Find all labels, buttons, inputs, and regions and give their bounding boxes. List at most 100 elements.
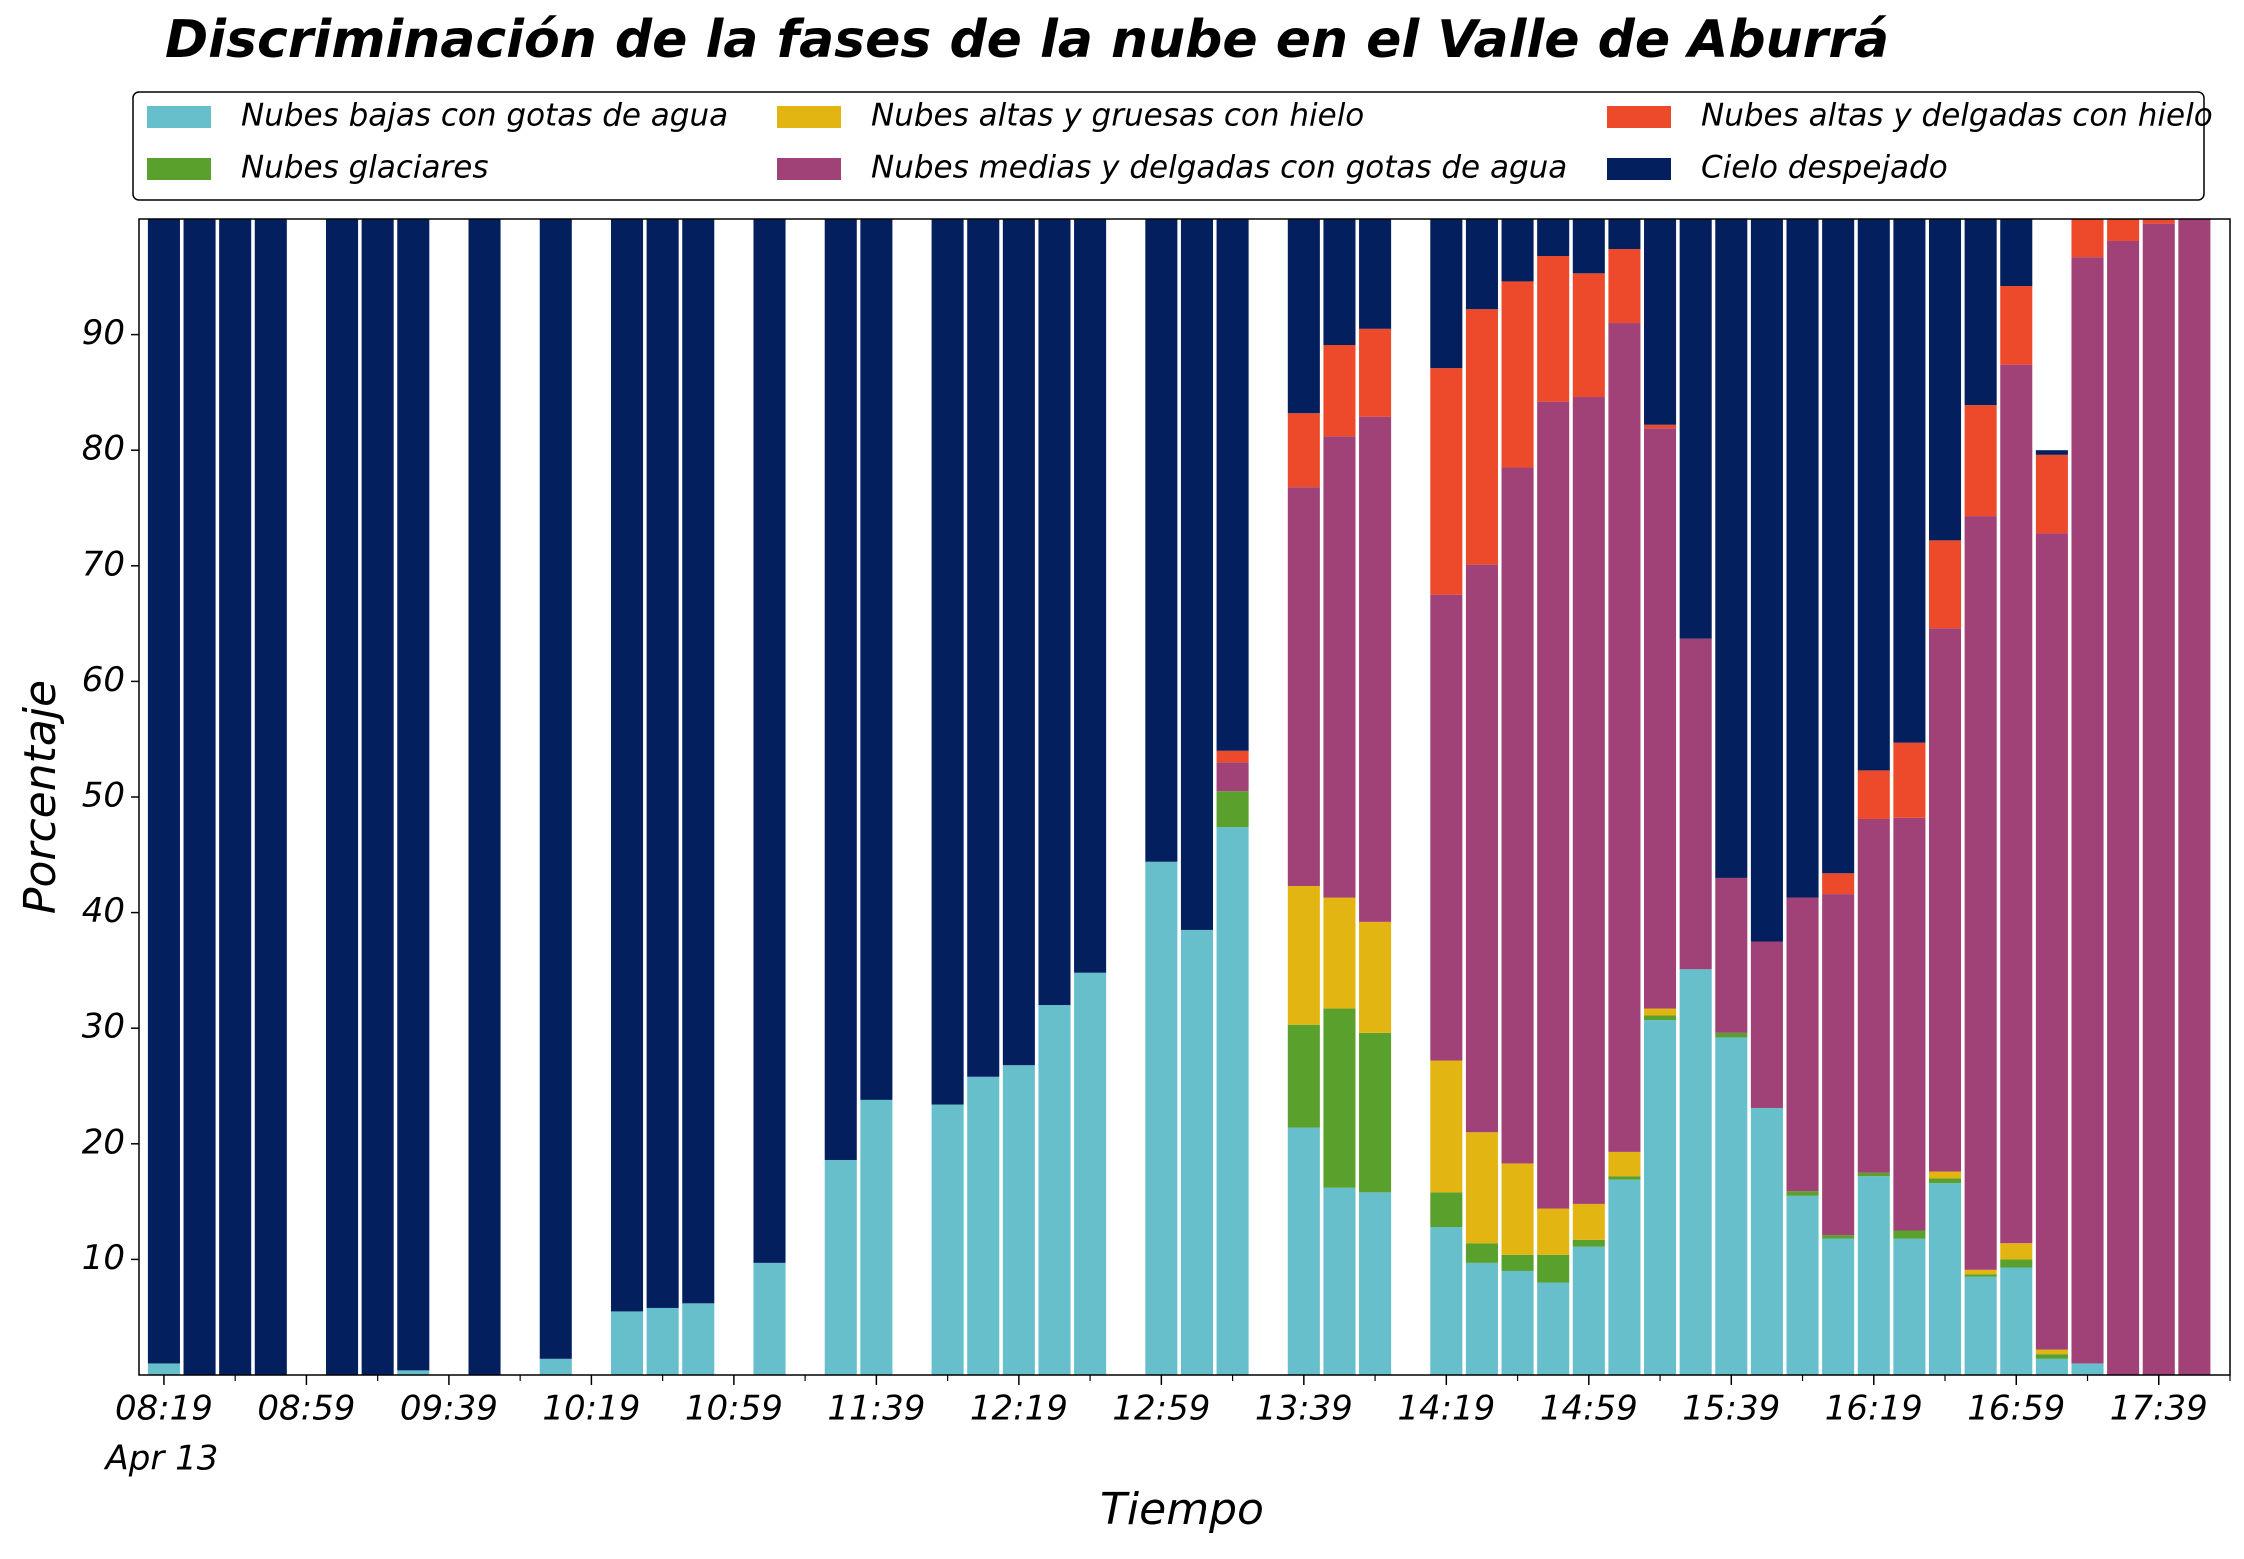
bar-segment — [1893, 1230, 1926, 1239]
bar-segment — [1786, 1191, 1819, 1196]
bar-segment — [2178, 219, 2211, 1375]
bar-segment — [1323, 1008, 1356, 1188]
bar-segment — [1501, 219, 1534, 282]
bar-segment — [1964, 516, 1997, 1270]
bar-segment — [539, 1358, 572, 1375]
legend-swatch — [1607, 158, 1671, 180]
legend-label: Nubes bajas con gotas de agua — [241, 98, 728, 134]
bar-segment — [1145, 219, 1178, 862]
bar-segment — [397, 219, 430, 1371]
bar-segment — [824, 219, 857, 1160]
legend-label: Nubes glaciares — [241, 150, 489, 186]
bar-segment — [1287, 487, 1320, 887]
y-tick-label: 10 — [82, 1238, 125, 1278]
bar-segment — [1928, 219, 1962, 541]
bar-segment — [753, 1262, 786, 1375]
bar-segment — [1928, 1183, 1962, 1375]
x-tick-label: 16:59 — [1967, 1389, 2065, 1429]
bar-segment — [1465, 309, 1498, 565]
bar-segment — [967, 1076, 1000, 1375]
bar-segment — [2142, 219, 2175, 224]
bar-segment — [1430, 1192, 1463, 1228]
bar-segment — [1893, 742, 1926, 818]
bar-segment — [2035, 454, 2068, 534]
bar-segment — [1501, 281, 1534, 468]
x-tick-label: 10:59 — [685, 1389, 783, 1429]
bar-segment — [2035, 450, 2068, 455]
bar-segment — [1715, 877, 1748, 1033]
bar-segment — [539, 219, 572, 1359]
legend-swatch — [147, 106, 211, 128]
bar-segment — [1216, 750, 1249, 763]
legend-label: Nubes altas y gruesas con hielo — [871, 98, 1364, 134]
bar-segment — [1501, 1270, 1534, 1375]
bar-segment — [2000, 219, 2033, 287]
bar-segment — [1572, 1246, 1605, 1375]
y-tick-label: 70 — [82, 544, 125, 584]
bar-segment — [1608, 1179, 1641, 1375]
bar-segment — [219, 219, 252, 1375]
legend-box — [132, 91, 2205, 201]
x-tick-label: 08:59 — [257, 1389, 355, 1429]
bar-segment — [2000, 286, 2033, 365]
bar-segment — [1644, 219, 1677, 425]
bar-segment — [1786, 1195, 1819, 1375]
bar-segment — [361, 219, 394, 1375]
legend-label: Nubes altas y delgadas con hielo — [1701, 98, 2213, 134]
bar-segment — [1537, 219, 1570, 256]
bar-segment — [682, 219, 715, 1304]
bar-segment — [2000, 364, 2033, 1244]
bar-segment — [1572, 1239, 1605, 1247]
bar-segment — [1644, 1008, 1677, 1016]
bar-segment — [1359, 416, 1392, 922]
chart-title: Discriminación de la fases de la nube en… — [165, 10, 1889, 70]
bar-segment — [1537, 1282, 1570, 1375]
bar-segment — [1359, 921, 1392, 1033]
bar-segment — [1608, 323, 1641, 1152]
bar-segment — [1180, 219, 1213, 930]
bar-segment — [1501, 1163, 1534, 1255]
bar-segment — [1287, 413, 1320, 488]
bar-segment — [1964, 1274, 1997, 1277]
bar-segment — [1359, 219, 1392, 329]
bar-segment — [1964, 1276, 1997, 1375]
bar-segment — [2000, 1267, 2033, 1375]
bar-segment — [1537, 1254, 1570, 1283]
x-tick-label: 14:59 — [1540, 1389, 1638, 1429]
bar-segment — [1465, 1262, 1498, 1375]
bar-segment — [1287, 1024, 1320, 1128]
x-tick-label: 09:39 — [400, 1389, 498, 1429]
bar-segment — [326, 219, 359, 1375]
bar-segment — [1572, 1203, 1605, 1240]
legend-swatch — [777, 106, 841, 128]
bar-segment — [1216, 219, 1249, 751]
bar-segment — [2107, 240, 2140, 1376]
bar-segment — [1430, 594, 1463, 1061]
bar-segment — [1287, 886, 1320, 1025]
bar-segment — [860, 219, 893, 1100]
bar-segment — [147, 1363, 180, 1375]
y-axis-label: Porcentaje — [15, 680, 66, 914]
bar-segment — [1074, 972, 1107, 1375]
bar-segment — [1216, 762, 1249, 792]
x-tick-label: 15:39 — [1682, 1389, 1780, 1429]
bar-segment — [1323, 345, 1356, 437]
bar-segment — [2107, 219, 2140, 241]
bar-segment — [1216, 827, 1249, 1375]
bar-segment — [1786, 897, 1819, 1192]
legend-label: Nubes medias y delgadas con gotas de agu… — [871, 150, 1567, 186]
bar-segment — [1608, 249, 1641, 324]
x-tick-label: 16:19 — [1825, 1389, 1923, 1429]
legend-swatch — [147, 158, 211, 180]
bar-segment — [2071, 1363, 2104, 1375]
legend-swatch — [1607, 106, 1671, 128]
bar-segment — [1644, 428, 1677, 1009]
bar-segment — [1893, 817, 1926, 1231]
x-tick-label: 14:19 — [1397, 1389, 1495, 1429]
bar-segment — [860, 1099, 893, 1375]
bar-segment — [1465, 1132, 1498, 1244]
bar-segment — [254, 219, 287, 1375]
bar-segment — [1537, 1208, 1570, 1255]
bar-segment — [2000, 1243, 2033, 1260]
x-tick-label: 10:19 — [542, 1389, 640, 1429]
